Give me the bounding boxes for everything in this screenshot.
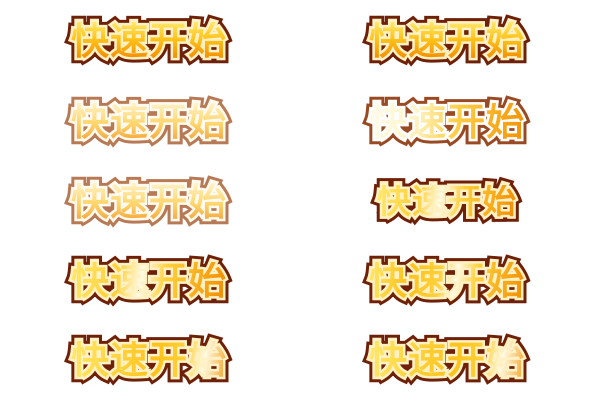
quick-start-text-halo: 快速开始 <box>366 339 526 382</box>
quick-start-text-fill: 快速开始 <box>70 19 227 63</box>
quick-start-text: 快速开始 <box>372 180 522 225</box>
quick-start-text-fill: 快速开始 <box>368 19 525 63</box>
quick-start-text: 快速开始 <box>363 98 529 147</box>
quick-start-text: 快速开始 <box>65 257 231 306</box>
quick-start-text: 快速开始 <box>65 98 231 147</box>
quick-start-text-fill: 快速开始 <box>70 180 227 224</box>
quick-start-label-frame-6[interactable]: 快速开始 快速开始 快速开始 <box>337 172 557 232</box>
quick-start-text-halo: 快速开始 <box>366 260 526 303</box>
quick-start-label-frame-1[interactable]: 快速开始 快速开始 快速开始 <box>39 11 259 71</box>
quick-start-text-fill: 快速开始 <box>368 338 525 382</box>
quick-start-text: 快速开始 <box>65 336 231 385</box>
quick-start-label-frame-9[interactable]: 快速开始 快速开始 快速开始 <box>39 330 259 390</box>
quick-start-label-frame-3[interactable]: 快速开始 快速开始 快速开始 <box>39 92 259 152</box>
quick-start-text-halo: 快速开始 <box>68 260 228 303</box>
quick-start-label-frame-2[interactable]: 快速开始 快速开始 快速开始 <box>337 11 557 71</box>
quick-start-text-halo: 快速开始 <box>68 20 228 63</box>
quick-start-text-halo: 快速开始 <box>68 181 228 224</box>
quick-start-text: 快速开始 <box>65 17 231 66</box>
quick-start-label-frame-10[interactable]: 快速开始 快速开始 快速开始 <box>337 330 557 390</box>
quick-start-text-halo: 快速开始 <box>68 339 228 382</box>
quick-start-text: 快速开始 <box>363 336 529 385</box>
quick-start-text-halo: 快速开始 <box>366 101 526 144</box>
quick-start-text: 快速开始 <box>65 178 231 227</box>
quick-start-label-frame-4[interactable]: 快速开始 快速开始 快速开始 <box>337 92 557 152</box>
quick-start-text: 快速开始 <box>363 17 529 66</box>
quick-start-text-fill: 快速开始 <box>368 100 525 144</box>
quick-start-label-frame-7[interactable]: 快速开始 快速开始 快速开始 <box>39 251 259 311</box>
quick-start-label-frame-8[interactable]: 快速开始 快速开始 快速开始 <box>337 251 557 311</box>
quick-start-text-fill: 快速开始 <box>368 259 525 303</box>
quick-start-text: 快速开始 <box>363 257 529 306</box>
quick-start-text-fill: 快速开始 <box>70 338 227 382</box>
quick-start-text-fill: 快速开始 <box>70 259 227 303</box>
quick-start-text-halo: 快速开始 <box>366 20 526 63</box>
quick-start-text-halo: 快速开始 <box>375 183 519 222</box>
quick-start-label-frame-5[interactable]: 快速开始 快速开始 快速开始 <box>39 172 259 232</box>
quick-start-text-halo: 快速开始 <box>68 101 228 144</box>
quick-start-text-fill: 快速开始 <box>377 182 517 222</box>
quick-start-text-fill: 快速开始 <box>70 100 227 144</box>
